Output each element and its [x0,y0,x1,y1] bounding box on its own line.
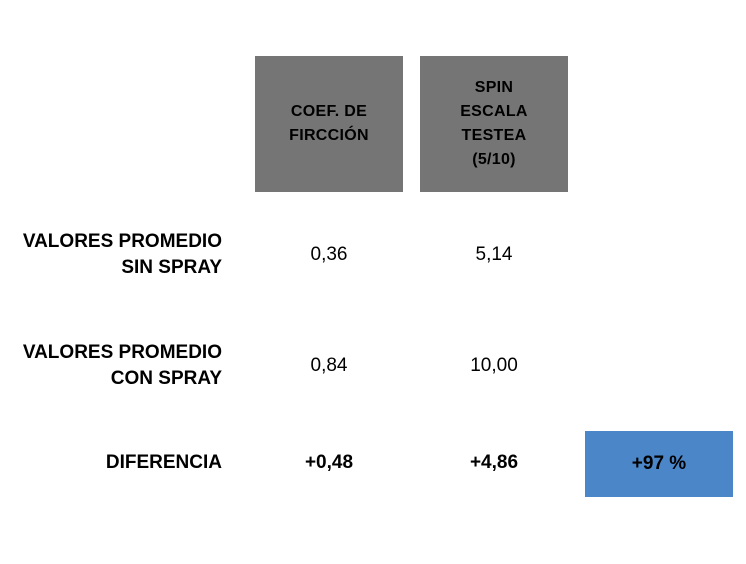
header-spin-escala-label: SPIN ESCALA TESTEA (5/10) [460,79,528,168]
header-spin-escala: SPIN ESCALA TESTEA (5/10) [420,56,568,192]
value-coef-con-spray: 0,84 [310,355,348,376]
row-label-diferencia: DIFERENCIA [105,452,222,473]
row-label-sin-spray: VALORES PROMEDIO SIN SPRAY [22,231,222,278]
row-label-con-spray: VALORES PROMEDIO CON SPRAY [22,342,222,389]
header-coef-friccion: COEF. DE FIRCCIÓN [255,56,403,192]
percent-difference-box: +97 % [585,431,733,497]
header-coef-friccion-label: COEF. DE FIRCCIÓN [289,103,369,144]
value-spin-con-spray: 10,00 [470,355,518,376]
value-spin-diferencia: +4,86 [469,452,519,473]
percent-difference-value: +97 % [631,453,687,474]
value-spin-sin-spray: 5,14 [475,244,513,265]
value-coef-diferencia: +0,48 [304,452,354,473]
value-coef-sin-spray: 0,36 [310,244,348,265]
